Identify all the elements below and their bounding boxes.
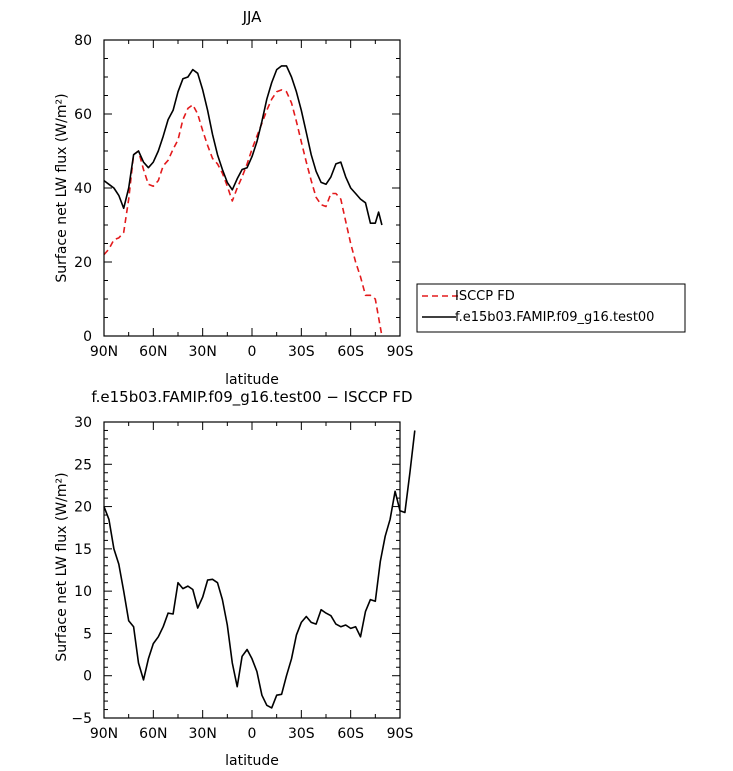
top-y-tick-label: 60 [74, 107, 92, 123]
bottom-y-tick-label: 0 [83, 669, 92, 685]
bottom-x-axis-label: latitude [225, 753, 279, 769]
top-y-tick-label: 40 [74, 181, 92, 197]
legend-box [416, 283, 686, 333]
bottom-plot-frame [103, 421, 401, 719]
bottom-ticks: 90N 60N 30N 0 30S 60S 90S −5 0 5 10 15 20 25 30 [71, 415, 413, 742]
bottom-title: f.e15b03.FAMIP.f09_g16.test00 − ISCCP FD [91, 388, 412, 407]
bottom-x-tick-label: 60N [139, 726, 167, 742]
bottom-y-tick-label: 5 [83, 626, 92, 642]
bottom-y-tick-label: 30 [74, 415, 92, 431]
top-x-tick-label: 0 [248, 344, 257, 360]
top-ticks: 90N 60N 30N 0 30S 60S 90S 0 20 40 60 80 [74, 33, 413, 360]
bottom-y-tick-label: 25 [74, 457, 92, 473]
bottom-y-axis-label: Surface net LW flux (W/m²) [54, 472, 70, 661]
bottom-x-tick-label: 0 [248, 726, 257, 742]
bottom-series-layer [103, 430, 416, 709]
bottom-y-tick-label: 20 [74, 500, 92, 516]
top-y-tick-label: 0 [83, 329, 92, 345]
top-title: JJA [242, 8, 263, 26]
top-y-axis-label: Surface net LW flux (W/m²) [54, 93, 70, 282]
bottom-x-tick-label: 30S [288, 726, 315, 742]
legend: ISCCP FD f.e15b03.FAMIP.f09_g16.test00 [416, 283, 686, 333]
top-panel: JJA 90N 60N 30N 0 30S 60S 90S 0 20 40 60 80 latitud… [54, 8, 686, 388]
top-x-tick-label: 60S [337, 344, 364, 360]
bottom-series-line-0 [103, 430, 416, 709]
bottom-y-tick-label: 10 [74, 584, 92, 600]
top-x-tick-label: 30S [288, 344, 315, 360]
legend-label-isccp: ISCCP FD [455, 289, 515, 304]
top-y-tick-label: 20 [74, 255, 92, 271]
bottom-y-tick-label: −5 [71, 711, 92, 727]
bottom-x-tick-label: 30N [189, 726, 217, 742]
top-series-line-0 [103, 89, 383, 337]
top-series-line-1 [103, 65, 383, 226]
top-y-tick-label: 80 [74, 33, 92, 49]
top-x-tick-label: 30N [189, 344, 217, 360]
top-x-tick-label: 90N [90, 344, 118, 360]
top-series-layer [103, 65, 383, 337]
bottom-panel: f.e15b03.FAMIP.f09_g16.test00 − ISCCP FD… [54, 388, 416, 769]
bottom-x-tick-label: 90S [387, 726, 414, 742]
top-x-tick-label: 90S [387, 344, 414, 360]
top-x-tick-label: 60N [139, 344, 167, 360]
bottom-y-tick-label: 15 [74, 542, 92, 558]
bottom-x-tick-label: 90N [90, 726, 118, 742]
top-x-axis-label: latitude [225, 372, 279, 388]
bottom-x-tick-label: 60S [337, 726, 364, 742]
legend-label-model: f.e15b03.FAMIP.f09_g16.test00 [455, 310, 654, 325]
top-plot-frame [103, 39, 401, 337]
